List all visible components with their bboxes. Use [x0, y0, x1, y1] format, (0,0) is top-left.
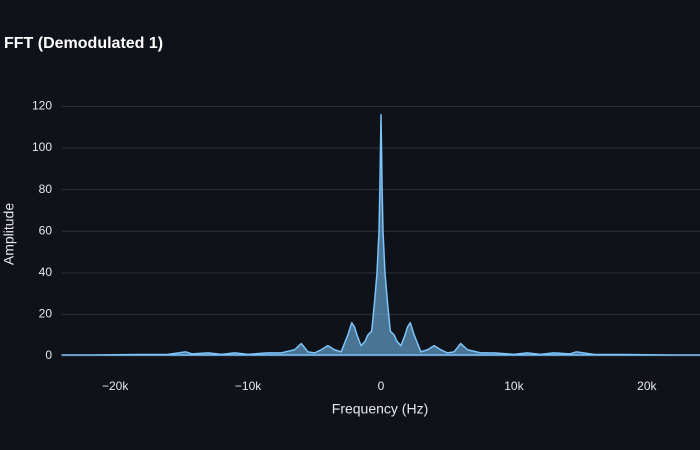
- x-tick-label: 0: [378, 379, 385, 393]
- y-tick-label: 0: [45, 348, 52, 362]
- y-axis-title: Amplitude: [1, 203, 17, 265]
- x-tick-label: −20k: [102, 379, 129, 393]
- y-tick-label: 40: [39, 265, 53, 279]
- x-tick-label: 10k: [504, 379, 524, 393]
- y-tick-label: 60: [39, 223, 53, 237]
- x-axis-title: Frequency (Hz): [332, 401, 428, 417]
- y-tick-label: 120: [32, 99, 52, 113]
- y-tick-label: 20: [39, 307, 53, 321]
- y-tick-label: 100: [32, 140, 52, 154]
- spectrum-area: [61, 114, 700, 356]
- x-tick-label: −10k: [235, 379, 262, 393]
- y-tick-label: 80: [39, 182, 53, 196]
- x-tick-label: 20k: [637, 379, 657, 393]
- chart-title: FFT (Demodulated 1): [4, 35, 163, 52]
